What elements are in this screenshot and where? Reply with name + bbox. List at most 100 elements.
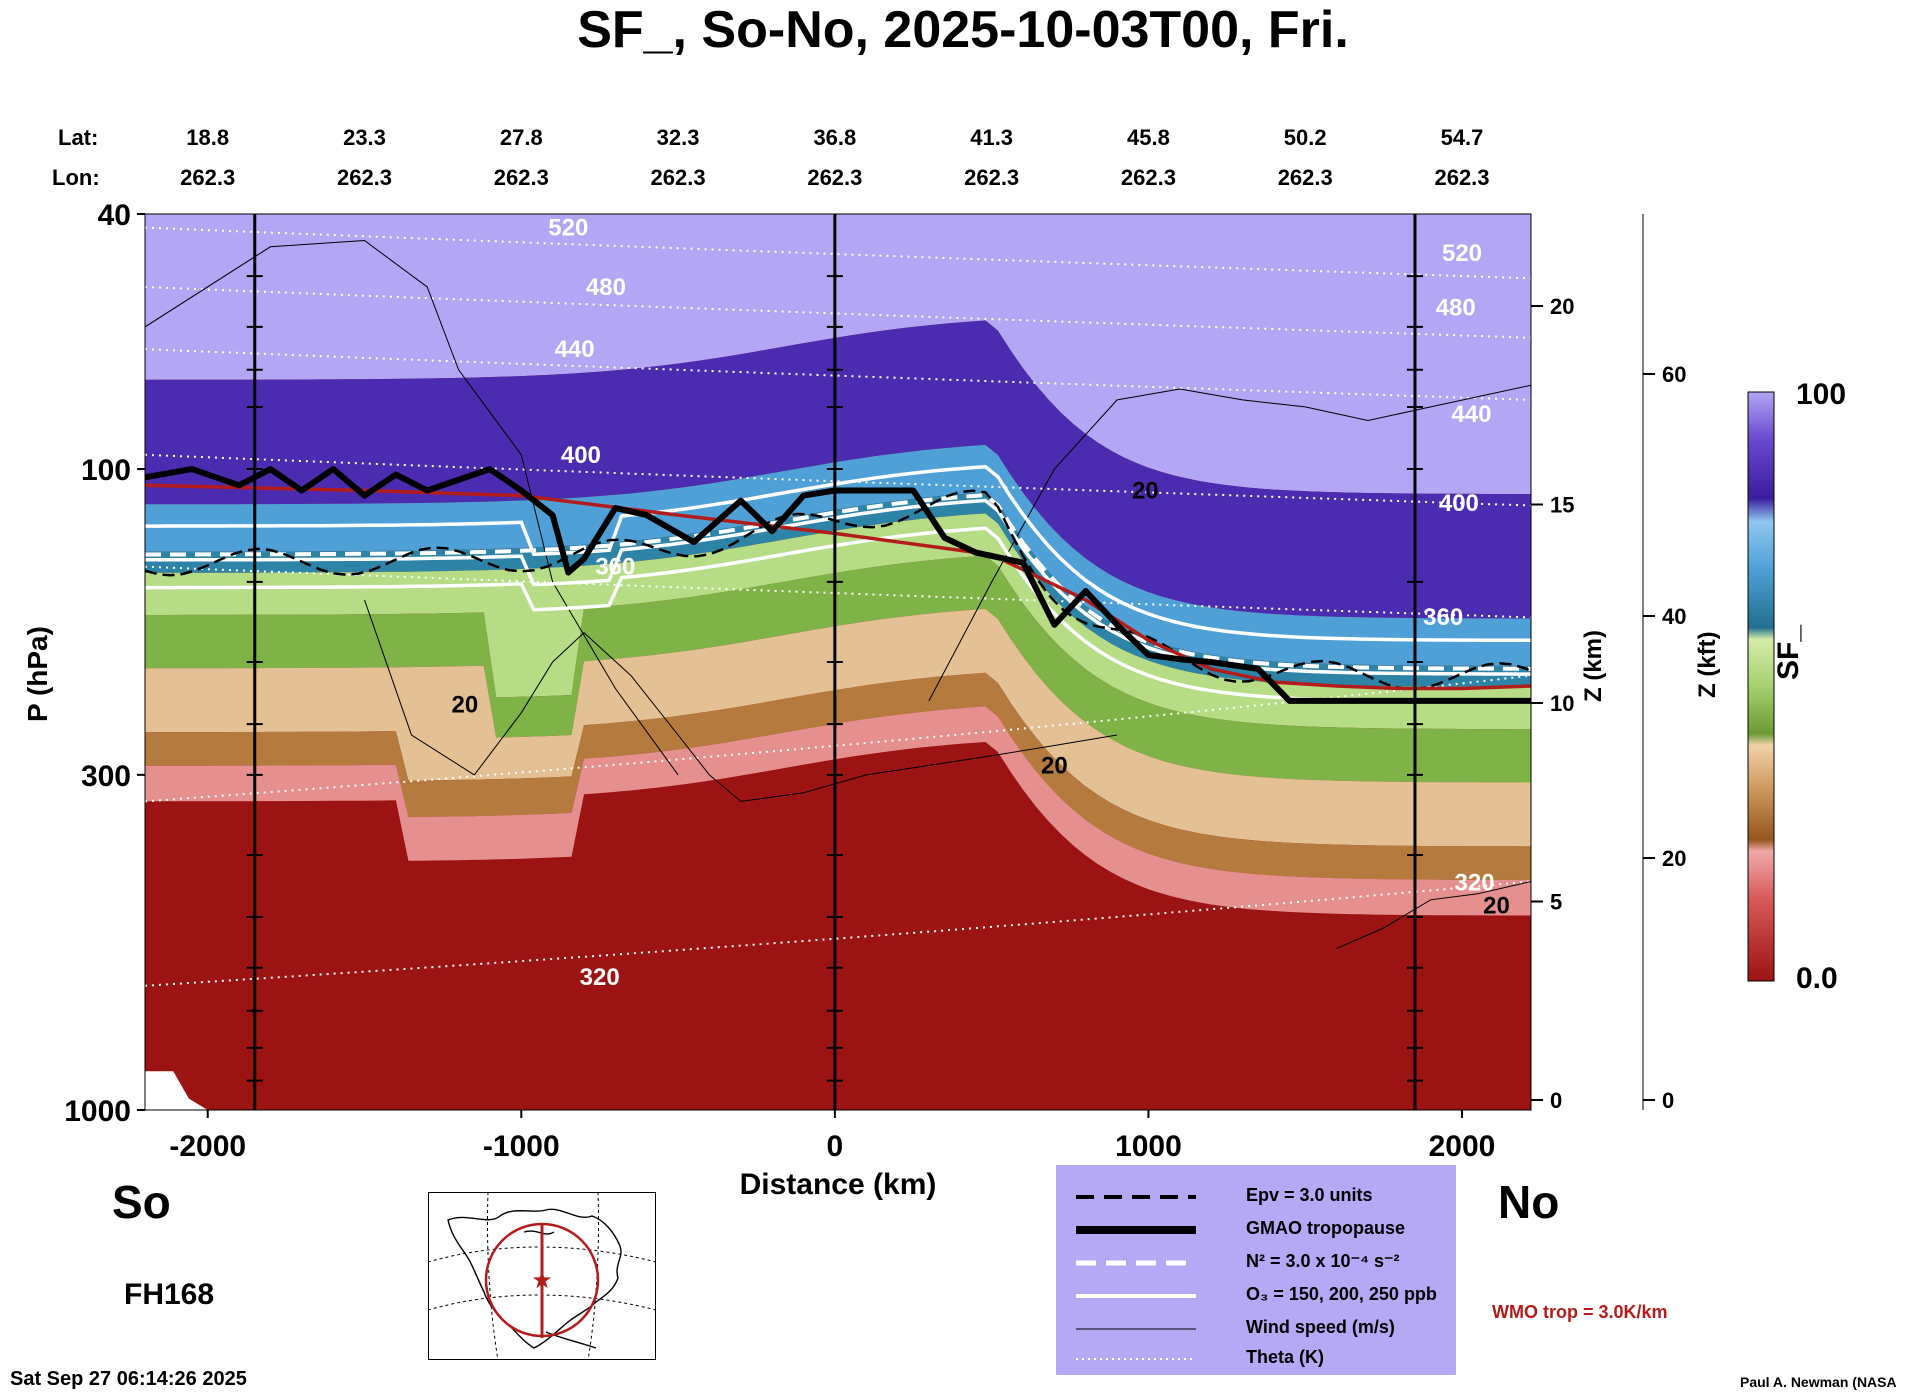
- z-km-tick-label: 15: [1550, 493, 1574, 518]
- center-star-icon: ★: [531, 1266, 553, 1294]
- n2-contour: [145, 493, 1531, 671]
- z-km-tick-label: 20: [1550, 294, 1574, 319]
- theta-label: 480: [1436, 295, 1476, 322]
- wind-label: 20: [1483, 893, 1510, 920]
- lat-value: 27.8: [499, 125, 543, 150]
- lat-value: 32.3: [656, 125, 700, 150]
- theta-label: 520: [1442, 240, 1482, 267]
- theta-label: 400: [1439, 490, 1479, 517]
- theta-contour: [145, 880, 1531, 987]
- x-tick-label: 1000: [1115, 1130, 1182, 1163]
- z-km-tick-label: 10: [1550, 691, 1574, 716]
- brown-band: [145, 672, 1531, 880]
- y-tick-label: 40: [98, 199, 131, 232]
- wind-label: 20: [1132, 477, 1159, 504]
- z-km-tick-label: 0: [1550, 1088, 1562, 1113]
- light-green-band: [145, 513, 1531, 730]
- wind-contour: [145, 239, 679, 776]
- lat-value: 54.7: [1440, 125, 1484, 150]
- lat-value: 18.8: [186, 125, 230, 150]
- wmo-tropopause-line: [145, 483, 1531, 691]
- lat-value: 45.8: [1127, 125, 1170, 150]
- south-label: So: [112, 1176, 171, 1228]
- x-tick-label: 2000: [1429, 1130, 1496, 1163]
- lon-value: 262.3: [180, 165, 236, 190]
- wmo-note: WMO trop = 3.0K/km: [1492, 1302, 1668, 1322]
- theta-label: 320: [580, 964, 620, 991]
- z-kft-label: Z (kft): [1694, 631, 1721, 698]
- surface-mask: [145, 1071, 208, 1110]
- colorbar-label: SF_: [1772, 624, 1805, 680]
- theta-contour: [145, 286, 1531, 339]
- theta-label: 440: [1451, 401, 1491, 428]
- lon-value: 262.3: [650, 165, 706, 190]
- lon-value: 262.3: [1434, 165, 1490, 190]
- theta-contour: [145, 674, 1531, 803]
- colorbar: [1747, 391, 1775, 982]
- z-km-tick-label: 5: [1550, 890, 1562, 915]
- gmao-tropopause-line: [145, 466, 1531, 704]
- theta-label: 360: [595, 554, 635, 581]
- theta-label: 520: [548, 215, 588, 242]
- lon-value: 262.3: [807, 165, 863, 190]
- ozone-contour: [145, 498, 1531, 676]
- purple-band: [145, 320, 1531, 619]
- z-kft-tick-label: 60: [1662, 362, 1686, 387]
- theta-label: 360: [1423, 604, 1463, 631]
- legend-item-o3: O₃ = 150, 200, 250 ppb: [1076, 1284, 1437, 1304]
- colorbar-min-label: 0.0: [1796, 962, 1838, 995]
- ozone-contour: [145, 464, 1531, 643]
- lon-value: 262.3: [336, 165, 393, 190]
- theta-label: 480: [586, 274, 626, 301]
- lat-value: 41.3: [970, 125, 1014, 150]
- chart-title: SF_, So-No, 2025-10-03T00, Fri.: [577, 1, 1349, 59]
- legend-item-n2: N² = 3.0 x 10⁻⁴ s⁻²: [1076, 1251, 1400, 1271]
- lon-value: 262.3: [1120, 165, 1176, 190]
- y-axis-label: P (hPa): [22, 626, 53, 722]
- wind-contour: [928, 384, 1531, 702]
- forecast-hour: FH168: [124, 1278, 215, 1311]
- y-tick-label: 1000: [64, 1095, 131, 1128]
- lat-value: 36.8: [813, 125, 857, 150]
- wind-label: 20: [451, 692, 478, 719]
- lat-label: Lat:: [58, 125, 99, 150]
- credit: Paul A. Newman (NASA: [1740, 1374, 1897, 1390]
- legend-item-epv: Epv = 3.0 units: [1076, 1185, 1373, 1205]
- y-tick-label: 100: [81, 454, 131, 487]
- theta-contour: [145, 565, 1531, 619]
- legend-item-gmao: GMAO tropopause: [1076, 1218, 1406, 1238]
- z-km-label: Z (km): [1580, 630, 1607, 702]
- theta-label: 400: [561, 442, 601, 469]
- z-kft-tick-label: 20: [1662, 846, 1686, 871]
- theta-contour: [145, 226, 1531, 280]
- x-tick-label: 0: [827, 1130, 844, 1163]
- theta-label: 440: [555, 336, 595, 363]
- x-tick-label: -2000: [169, 1130, 246, 1163]
- blue-band: [145, 444, 1531, 666]
- theta-label: 320: [1455, 870, 1495, 897]
- lat-value: 50.2: [1283, 125, 1327, 150]
- wind-contour: [364, 599, 1118, 802]
- x-tick-label: -1000: [483, 1130, 560, 1163]
- epv-contour: [145, 489, 1531, 691]
- theta-contour: [145, 453, 1531, 507]
- lon-label: Lon:: [52, 165, 100, 190]
- y-tick-label: 300: [81, 760, 131, 793]
- lon-value: 262.3: [964, 165, 1020, 190]
- pink-band: [145, 706, 1531, 916]
- wind-label: 20: [1041, 752, 1068, 779]
- x-axis-label: Distance (km): [739, 1168, 937, 1201]
- legend: Epv = 3.0 units GMAO tropopause N² = 3.0…: [1056, 1165, 1456, 1375]
- stratosphere-lavender-band: [145, 214, 1531, 495]
- timestamp: Sat Sep 27 06:14:26 2025: [10, 1368, 247, 1390]
- green-band: [145, 555, 1531, 783]
- legend-item-wind: Wind speed (m/s): [1076, 1317, 1395, 1337]
- z-kft-tick-label: 0: [1662, 1088, 1674, 1113]
- legend-item-theta: Theta (K): [1076, 1347, 1324, 1367]
- lon-value: 262.3: [493, 165, 549, 190]
- theta-contour: [145, 348, 1531, 401]
- lon-value: 262.3: [1277, 165, 1333, 190]
- inset-map: ★: [428, 1192, 656, 1360]
- north-america-coastline: [447, 1208, 622, 1349]
